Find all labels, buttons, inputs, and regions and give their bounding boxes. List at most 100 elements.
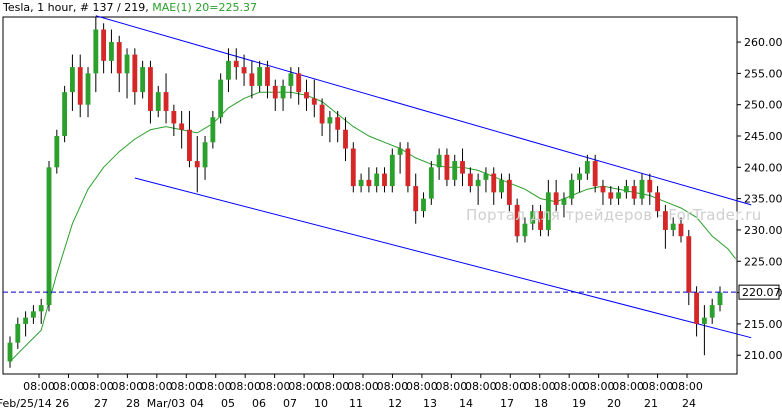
candle-body [272,85,278,99]
candle-body [382,173,387,187]
candle-body [405,148,411,187]
candle-body [475,179,481,187]
channel-upper-line [95,15,752,206]
candle-body [69,67,75,93]
candle-body [358,179,364,187]
candle-body [694,292,700,324]
candle-body [389,154,395,187]
watermark: Портал для трейдеров - ForTrader.ru [466,206,762,224]
x-time-label: 08:00 [583,380,615,393]
candle-body [210,117,216,143]
candle-body [421,198,426,212]
timeframe-label: , 1 hour, [30,1,80,14]
y-tick-label: 230.00 [744,224,782,237]
x-time-label: 08:00 [259,380,291,393]
candle-body [569,179,575,199]
candle-body [553,192,559,205]
y-tick-label: 225.00 [744,255,782,268]
candle-body [397,148,403,155]
y-tick-label: 245.00 [744,130,782,143]
candle-body [311,98,317,105]
candle-body [7,342,13,362]
x-date-label: 28 [126,397,140,410]
plot-frame [2,16,738,375]
x-time-label: 08:00 [53,380,85,393]
candle-body [631,186,637,199]
candle-body [116,42,122,74]
x-time-label: 08:00 [288,380,320,393]
current-price-label: 220.07 [742,286,781,299]
candle-body [655,192,661,212]
y-tick-label: 240.00 [744,161,782,174]
indicator-label: MAE(1) 20=225.37 [152,1,257,14]
x-time-label: 08:00 [229,380,261,393]
x-date-label: 10 [314,397,328,410]
x-date-label: 06 [252,397,266,410]
candle-body [592,161,598,187]
candle-body [179,123,185,130]
candle-body [366,179,372,187]
x-date-label: 17 [500,397,514,410]
x-date-label: 07 [283,397,297,410]
candle-body [226,60,231,80]
x-date-label: 04 [190,397,204,410]
x-date-label: Feb/25/14 26 [0,397,69,410]
x-time-label: 08:00 [524,380,556,393]
candle-body [77,67,83,105]
candle-body [343,129,348,149]
candle-body [709,305,715,318]
x-time-label: 08:00 [23,380,55,393]
candle-body [62,92,68,136]
candle-body [171,110,177,124]
x-date-label: 13 [423,397,437,410]
candle-body [93,29,99,74]
candle-body [233,60,239,68]
candle-body [460,161,465,174]
x-time-label: 08:00 [170,380,202,393]
candle-body [616,192,621,199]
candle-body [140,67,146,93]
candle-body [467,173,473,187]
candle-body [280,85,286,99]
x-time-label: 08:00 [347,380,379,393]
x-date-label: 19 [572,397,586,410]
candle-body [522,223,528,237]
y-tick-label: 260.00 [744,36,782,49]
candle-body [335,117,341,130]
candle-body [678,223,684,237]
candle-body [436,154,442,168]
candle-body [327,117,333,124]
candle-body [241,67,247,74]
x-time-label: 08:00 [465,380,497,393]
x-time-label: 08:00 [436,380,468,393]
bar-counter-label: # 137 / 219, [79,1,153,14]
x-date-label: 18 [534,397,548,410]
x-date-label: 24 [682,397,696,410]
x-date-label: 12 [388,397,402,410]
candle-body [647,179,653,193]
candle-body [265,67,270,86]
candle-body [717,292,723,306]
candle-body [304,92,309,99]
candle-body [374,173,380,187]
candle-body [85,73,91,105]
candle-body [155,92,161,111]
candle-body [491,173,497,193]
candle-body [249,73,255,86]
channel-lower-line [134,177,752,339]
candle-body [670,223,676,230]
y-tick-label: 210.00 [744,349,782,362]
candle-body [202,142,208,168]
x-time-label: 08:00 [141,380,173,393]
candle-body [148,67,153,111]
x-time-label: 08:00 [612,380,644,393]
candle-body [545,192,551,230]
current-price-box [738,284,780,300]
candle-body [499,179,504,193]
chart-header: Tesla, 1 hour, # 137 / 219, MAE(1) 20=22… [3,1,257,14]
x-date-label: 21 [644,397,658,410]
x-time-label: 08:00 [112,380,144,393]
x-date-label: 27 [94,397,108,410]
x-date-label: 05 [221,397,235,410]
